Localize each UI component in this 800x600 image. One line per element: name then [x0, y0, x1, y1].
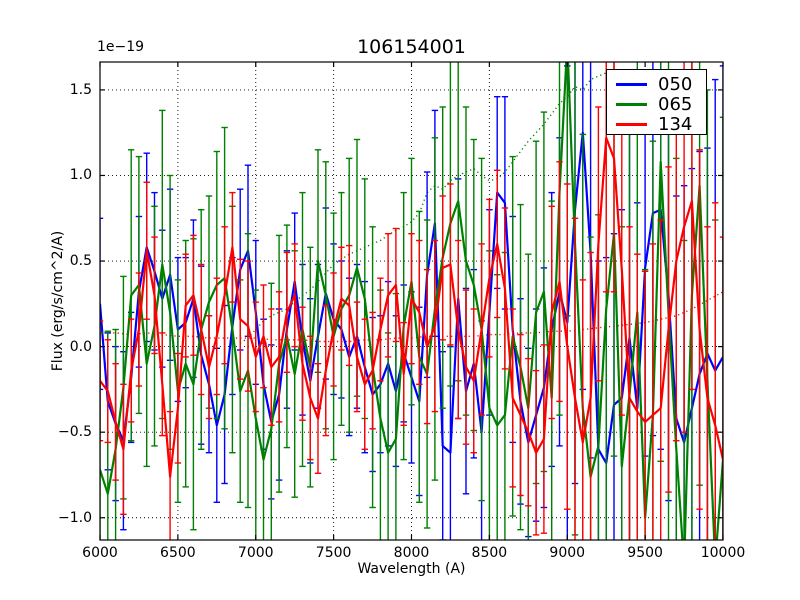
x-tick-label: 7500: [315, 545, 352, 561]
legend-entry: 065: [607, 95, 706, 114]
plot-title: 106154001: [357, 36, 466, 58]
legend-line-swatch-065: [616, 102, 647, 107]
legend: 050 065 134: [606, 69, 707, 135]
y-offset-label: 1e−19: [97, 39, 145, 55]
x-tick-label: 8500: [471, 545, 508, 561]
y-tick-label: −0.5: [58, 424, 92, 441]
legend-line-swatch-134: [616, 122, 647, 127]
x-tick-label: 10000: [700, 545, 746, 561]
y-tick-label: 1.0: [69, 167, 92, 184]
x-tick-label: 6500: [160, 545, 196, 561]
legend-entry: 050: [607, 75, 706, 94]
y-tick-label: 0.0: [69, 338, 92, 355]
legend-label: 050: [658, 74, 693, 95]
y-tick-label: −1.0: [58, 509, 92, 526]
legend-line-swatch-050: [616, 82, 647, 87]
x-tick-label: 9500: [627, 545, 663, 561]
legend-label: 134: [658, 114, 693, 135]
y-tick-label: 0.5: [69, 253, 92, 270]
x-tick-label: 8000: [393, 545, 430, 561]
x-axis-label: Wavelength (A): [357, 561, 466, 577]
x-tick-label: 6000: [82, 545, 118, 561]
x-tick-label: 7000: [237, 545, 274, 561]
x-tick-label: 9000: [549, 545, 586, 561]
legend-label: 065: [658, 94, 693, 115]
y-tick-label: 1.5: [69, 81, 92, 98]
legend-entry: 134: [607, 115, 706, 134]
